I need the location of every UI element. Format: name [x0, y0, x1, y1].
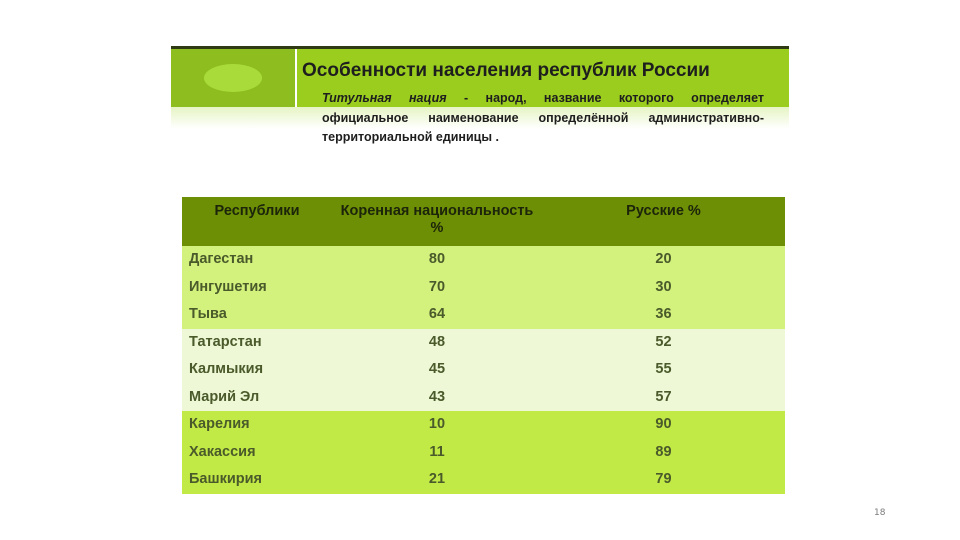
header-russians: Русские % [542, 197, 785, 246]
table-row: Башкирия 21 79 [182, 466, 785, 494]
header-title-band [297, 49, 789, 107]
native-percent: 10 [332, 411, 542, 439]
definition-paragraph: Титульная нация - народ, название которо… [322, 89, 764, 148]
native-percent: 45 [332, 356, 542, 384]
header-top-line [171, 46, 789, 49]
republic-name: Хакассия [182, 438, 332, 466]
table-row: Хакассия 11 89 [182, 438, 785, 466]
republic-name: Марий Эл [182, 383, 332, 411]
decorative-oval [204, 64, 262, 92]
header-native: Коренная национальность % [332, 197, 542, 246]
russian-percent: 30 [542, 273, 785, 301]
republic-name: Карелия [182, 411, 332, 439]
table-row: Калмыкия 45 55 [182, 356, 785, 384]
native-percent: 43 [332, 383, 542, 411]
native-percent: 11 [332, 438, 542, 466]
russian-percent: 57 [542, 383, 785, 411]
table-row: Карелия 10 90 [182, 411, 785, 439]
data-table: Республики Коренная национальность % Рус… [182, 197, 785, 494]
russian-percent: 89 [542, 438, 785, 466]
native-percent: 80 [332, 246, 542, 274]
header-republics: Республики [182, 197, 332, 246]
native-percent: 48 [332, 328, 542, 356]
native-percent: 70 [332, 273, 542, 301]
republic-name: Тыва [182, 301, 332, 329]
table-header-row: Республики Коренная национальность % Рус… [182, 197, 785, 246]
slide-title: Особенности населения республик России [302, 60, 710, 81]
republic-name: Калмыкия [182, 356, 332, 384]
republic-name: Ингушетия [182, 273, 332, 301]
republic-name: Башкирия [182, 466, 332, 494]
definition-term: Титульная нация [322, 91, 447, 105]
russian-percent: 20 [542, 246, 785, 274]
russian-percent: 90 [542, 411, 785, 439]
table-row: Дагестан 80 20 [182, 246, 785, 274]
republic-name: Дагестан [182, 246, 332, 274]
population-table: Республики Коренная национальность % Рус… [182, 197, 785, 494]
definition-text: - народ, название которого определяет оф… [322, 91, 764, 144]
table-row: Ингушетия 70 30 [182, 273, 785, 301]
russian-percent: 55 [542, 356, 785, 384]
table-row: Марий Эл 43 57 [182, 383, 785, 411]
republic-name: Татарстан [182, 328, 332, 356]
page-number: 18 [874, 508, 886, 518]
russian-percent: 52 [542, 328, 785, 356]
russian-percent: 36 [542, 301, 785, 329]
header-fade-band [171, 107, 789, 129]
table-row: Татарстан 48 52 [182, 328, 785, 356]
table-row: Тыва 64 36 [182, 301, 785, 329]
native-percent: 64 [332, 301, 542, 329]
russian-percent: 79 [542, 466, 785, 494]
native-percent: 21 [332, 466, 542, 494]
header-divider [295, 49, 297, 107]
